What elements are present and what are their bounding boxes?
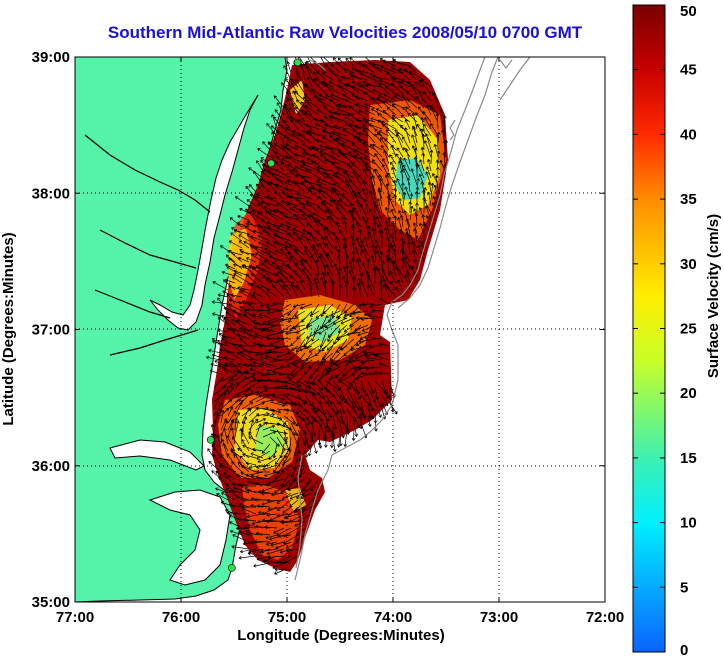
bathymetry-contours bbox=[294, 57, 531, 581]
colorbar-ticks: 0 5 10 15 20 25 30 35 40 45 50 bbox=[633, 3, 697, 659]
colorbar-gradient bbox=[632, 4, 666, 653]
map-plot-area bbox=[74, 56, 606, 603]
x-tick-label: 75:00 bbox=[268, 609, 306, 626]
albemarle-sound bbox=[109, 439, 205, 471]
velocity-field bbox=[206, 57, 448, 575]
y-axis-ticks: 35:00 36:00 37:00 38:00 39:00 bbox=[32, 49, 605, 611]
map-title: Southern Mid-Atlantic Raw Velocities 200… bbox=[108, 23, 583, 42]
y-tick-label: 38:00 bbox=[32, 185, 70, 202]
colorbar-tick-label: 10 bbox=[680, 515, 697, 532]
x-tick-label: 76:00 bbox=[162, 609, 200, 626]
x-tick-label: 72:00 bbox=[586, 609, 624, 626]
y-tick-label: 37:00 bbox=[32, 322, 70, 339]
colorbar-tick-label: 40 bbox=[680, 126, 697, 143]
x-tick-label: 74:00 bbox=[374, 609, 412, 626]
chesapeake-bay bbox=[149, 94, 259, 331]
rappahannock-river bbox=[99, 229, 197, 269]
colorbar-tick-label: 45 bbox=[680, 62, 697, 79]
x-tick-label: 77:00 bbox=[56, 609, 94, 626]
pamlico-sound bbox=[148, 489, 231, 586]
radar-site-markers bbox=[206, 58, 302, 572]
radar-site bbox=[267, 159, 275, 168]
y-tick-label: 39:00 bbox=[32, 49, 70, 66]
y-axis-label: Latitude (Degrees:Minutes) bbox=[0, 232, 17, 425]
colorbar-tick-label: 0 bbox=[680, 642, 688, 659]
colorbar: 0 5 10 15 20 25 30 35 40 45 50 Surface Velocity (c… bbox=[632, 3, 722, 659]
york-james-rivers bbox=[94, 289, 199, 356]
colorbar-tick-label: 20 bbox=[680, 385, 697, 402]
colorbar-tick-label: 15 bbox=[680, 450, 697, 467]
y-tick-label: 35:00 bbox=[32, 594, 70, 611]
y-tick-label: 36:00 bbox=[32, 458, 70, 475]
colorbar-tick-label: 50 bbox=[680, 3, 697, 20]
colorbar-tick-label: 30 bbox=[680, 256, 697, 273]
colorbar-label: Surface Velocity (cm/s) bbox=[705, 214, 722, 378]
potomac-river bbox=[84, 134, 211, 213]
x-tick-label: 73:00 bbox=[480, 609, 518, 626]
colorbar-tick-label: 25 bbox=[680, 321, 697, 338]
radar-site bbox=[293, 58, 302, 67]
radar-site bbox=[228, 564, 236, 572]
colorbar-tick-label: 5 bbox=[680, 579, 688, 596]
radar-site bbox=[206, 436, 215, 444]
x-axis-ticks: 77:00 76:00 75:00 74:00 73:00 72:00 bbox=[56, 57, 624, 626]
x-axis-label: Longitude (Degrees:Minutes) bbox=[237, 627, 445, 644]
grid-lines bbox=[75, 57, 605, 602]
colorbar-tick-label: 35 bbox=[680, 191, 697, 208]
